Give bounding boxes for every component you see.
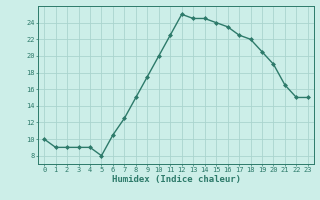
X-axis label: Humidex (Indice chaleur): Humidex (Indice chaleur) bbox=[111, 175, 241, 184]
